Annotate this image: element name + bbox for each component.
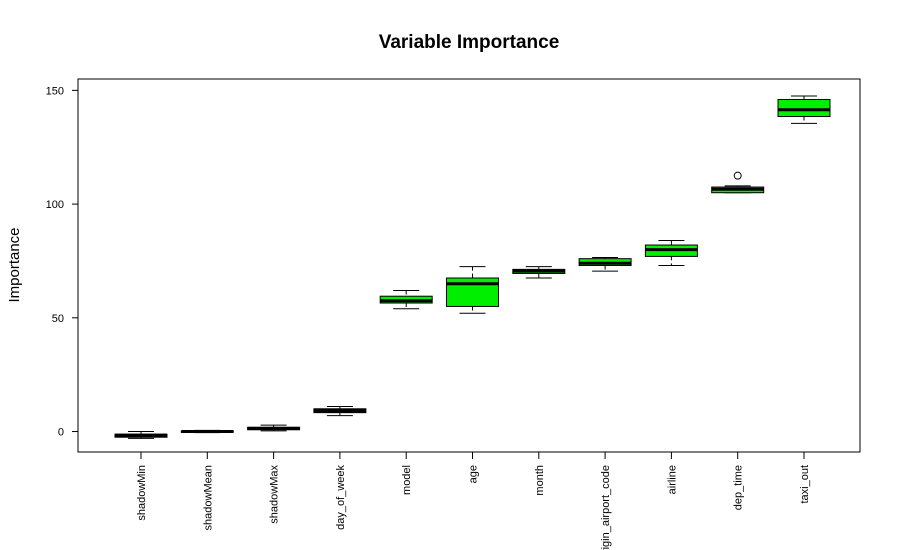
x-tick-label: origin_airport_code	[600, 465, 612, 550]
x-tick-label: shadowMin	[136, 465, 148, 521]
x-tick-label: day_of_week	[335, 465, 347, 530]
box-model	[379, 290, 433, 310]
box-taxi_out	[777, 95, 831, 124]
x-tick-label: taxi_out	[799, 465, 811, 504]
x-tick-label: shadowMean	[202, 465, 214, 530]
x-tick-label: age	[468, 465, 480, 483]
plot-frame	[77, 78, 861, 453]
x-tick-label: month	[534, 465, 546, 496]
y-tick-label: 100	[46, 199, 64, 211]
box-iqr	[777, 98, 831, 118]
x-tick-label: airline	[666, 465, 678, 494]
box-dep_time	[711, 171, 765, 194]
x-axis: shadowMin shadowMean shadowMax day_of_week m…	[136, 451, 811, 550]
box-origin_airport_code	[578, 257, 632, 272]
x-tick-label: dep_time	[733, 465, 745, 510]
box-shadowMean	[180, 429, 234, 434]
box-month	[512, 266, 566, 279]
y-axis: 0 50 100 150	[46, 85, 79, 439]
box-airline	[644, 239, 698, 266]
outlier-point	[733, 171, 742, 180]
box-age	[446, 266, 499, 314]
boxes	[114, 95, 831, 439]
box-shadowMin	[114, 431, 168, 439]
y-tick-label: 50	[52, 313, 64, 325]
box-day_of_week	[313, 406, 367, 417]
x-tick-label: shadowMax	[269, 465, 281, 524]
x-tick-label: model	[401, 465, 413, 495]
box-shadowMax	[247, 424, 301, 432]
y-tick-label: 150	[46, 85, 64, 97]
chart-title: Variable Importance	[379, 32, 560, 53]
y-tick-label: 0	[58, 427, 64, 439]
y-axis-label: Importance	[6, 227, 23, 302]
